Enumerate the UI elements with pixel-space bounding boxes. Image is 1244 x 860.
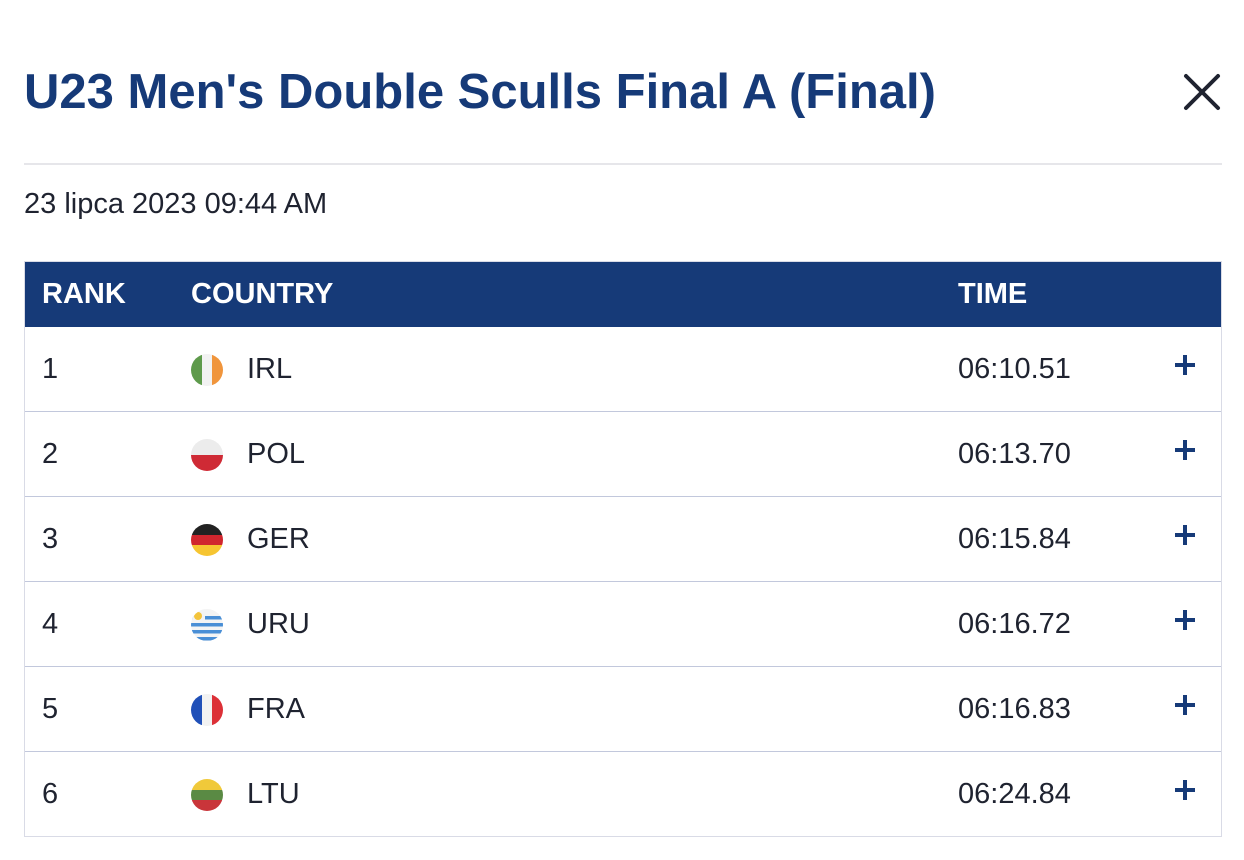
uruguay-flag-icon: [191, 609, 223, 641]
france-flag-icon: [191, 694, 223, 726]
rank-cell: 1: [42, 353, 59, 385]
race-date: 23 lipca 2023 09:44 AM: [24, 188, 328, 220]
results-table: RANK COUNTRY TIME 1 IRL 06:10.51: [24, 261, 1222, 837]
country-code: URU: [247, 608, 310, 640]
header-time: TIME: [958, 278, 1028, 310]
plus-icon: [1175, 695, 1195, 715]
rank-cell: 6: [42, 778, 59, 810]
time-cell: 06:13.70: [958, 438, 1071, 470]
table-row: 3 GER 06:15.84: [25, 496, 1221, 581]
close-icon: [1184, 74, 1220, 110]
country-code: GER: [247, 523, 310, 555]
table-row: 5 FRA 06:16.83: [25, 666, 1221, 751]
table-row: 2 POL 06:13.70: [25, 411, 1221, 496]
header-country: COUNTRY: [191, 278, 334, 310]
table-header: RANK COUNTRY TIME: [25, 262, 1221, 327]
country-code: LTU: [247, 778, 300, 810]
rank-cell: 3: [42, 523, 59, 555]
country-code: POL: [247, 438, 306, 470]
table-row: 1 IRL 06:10.51: [25, 327, 1221, 411]
expand-row-button[interactable]: [1173, 438, 1197, 462]
page-title: U23 Men's Double Sculls Final A (Final): [24, 65, 936, 119]
expand-row-button[interactable]: [1173, 778, 1197, 802]
expand-row-button[interactable]: [1173, 693, 1197, 717]
plus-icon: [1175, 355, 1195, 375]
country-code: FRA: [247, 693, 305, 725]
expand-row-button[interactable]: [1173, 353, 1197, 377]
table-row: 6 LTU 06:24.84: [25, 751, 1221, 836]
germany-flag-icon: [191, 524, 223, 556]
plus-icon: [1175, 610, 1195, 630]
time-cell: 06:15.84: [958, 523, 1071, 555]
ireland-flag-icon: [191, 354, 223, 386]
plus-icon: [1175, 440, 1195, 460]
rank-cell: 5: [42, 693, 59, 725]
table-row: 4 URU 06:16.72: [25, 581, 1221, 666]
rank-cell: 2: [42, 438, 59, 470]
modal-header: U23 Men's Double Sculls Final A (Final): [24, 0, 1222, 165]
time-cell: 06:24.84: [958, 778, 1071, 810]
poland-flag-icon: [191, 439, 223, 471]
time-cell: 06:10.51: [958, 353, 1071, 385]
expand-row-button[interactable]: [1173, 523, 1197, 547]
time-cell: 06:16.72: [958, 608, 1071, 640]
time-cell: 06:16.83: [958, 693, 1071, 725]
lithuania-flag-icon: [191, 779, 223, 811]
rank-cell: 4: [42, 608, 59, 640]
country-code: IRL: [247, 353, 293, 385]
header-rank: RANK: [42, 278, 126, 310]
expand-row-button[interactable]: [1173, 608, 1197, 632]
plus-icon: [1175, 780, 1195, 800]
close-button[interactable]: [1182, 72, 1222, 112]
plus-icon: [1175, 525, 1195, 545]
